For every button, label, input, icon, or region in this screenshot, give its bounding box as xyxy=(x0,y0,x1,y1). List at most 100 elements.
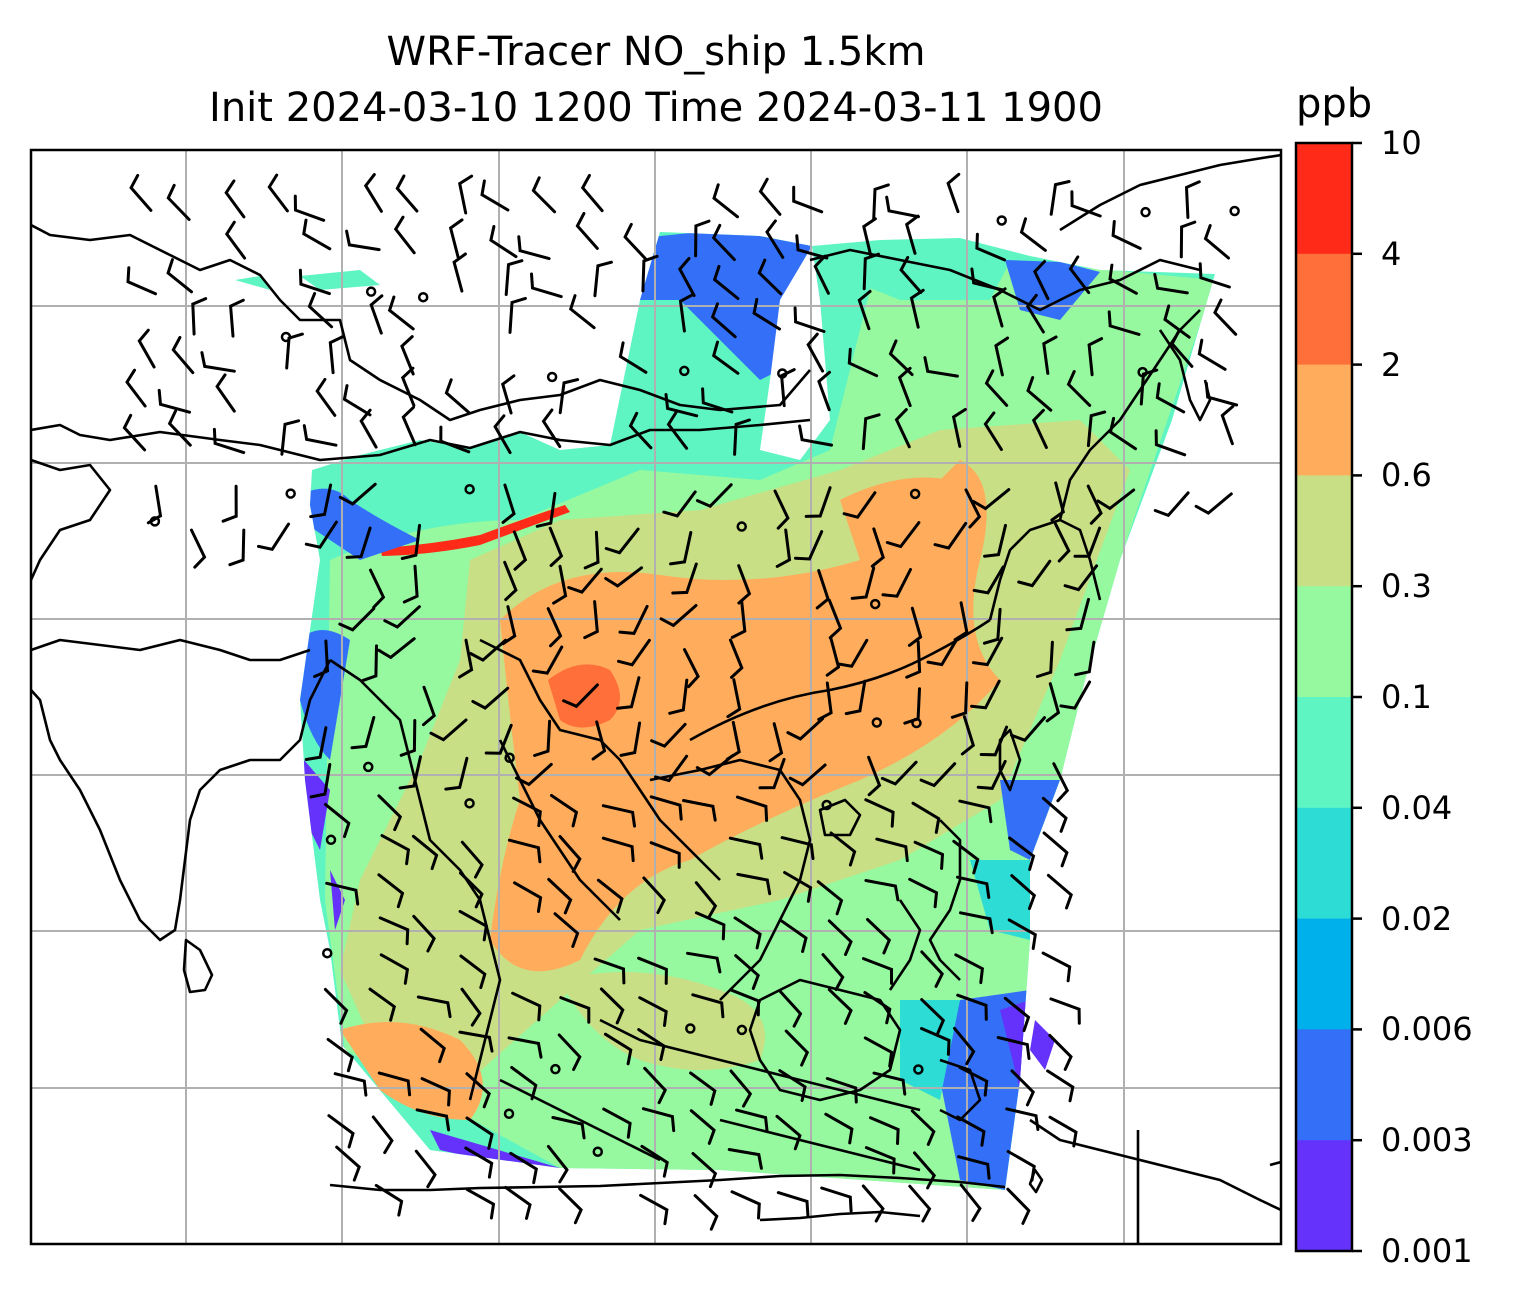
wind-barb xyxy=(875,837,909,863)
calm-wind-marker xyxy=(363,761,374,773)
wind-barb xyxy=(953,1026,976,1066)
colorbar-tick-label: 2 xyxy=(1381,345,1402,384)
colorbar-segment xyxy=(1296,253,1352,366)
wind-barb xyxy=(956,1115,986,1147)
wind-barb xyxy=(603,1032,633,1066)
wind-barb xyxy=(953,601,969,642)
wind-barb xyxy=(302,218,332,251)
calm-wind-marker xyxy=(1140,206,1151,218)
wind-barb xyxy=(1007,918,1037,950)
wind-barb xyxy=(464,1146,494,1179)
colorbar-tick-label: 0.003 xyxy=(1381,1121,1473,1160)
wind-barb xyxy=(775,528,792,568)
wind-barb xyxy=(867,755,882,797)
wind-barb xyxy=(972,565,1005,595)
wind-barb xyxy=(1170,330,1194,368)
wind-barb xyxy=(465,1116,494,1150)
wind-barb xyxy=(666,411,689,450)
wind-barb xyxy=(798,424,834,447)
wind-barb xyxy=(678,293,695,333)
wind-barb xyxy=(682,799,717,822)
wind-barb xyxy=(541,408,562,448)
wind-barb xyxy=(510,1066,538,1101)
calm-wind-marker xyxy=(679,365,690,377)
coastlines xyxy=(31,153,1281,1244)
wind-barb xyxy=(1108,263,1138,295)
wind-barb xyxy=(558,835,582,873)
calm-wind-marker xyxy=(464,798,475,809)
wind-barb xyxy=(641,254,659,293)
wind-barb xyxy=(793,306,826,333)
wind-barb xyxy=(872,183,890,221)
wind-barb xyxy=(623,222,648,261)
wind-barb xyxy=(888,339,914,377)
wind-barb xyxy=(1153,273,1189,295)
wind-barb xyxy=(559,996,591,1024)
wind-barb xyxy=(794,530,824,561)
wind-barb xyxy=(459,871,484,909)
wind-barb xyxy=(1086,410,1107,448)
wind-barb xyxy=(1052,762,1070,803)
wind-barb xyxy=(328,335,345,375)
wind-barb xyxy=(504,259,524,296)
wind-barb xyxy=(773,489,790,530)
wind-barb xyxy=(825,1077,858,1104)
wind-barb xyxy=(654,754,689,783)
wind-barb xyxy=(323,987,349,1025)
wind-barb xyxy=(285,332,304,370)
wind-barb xyxy=(829,831,857,867)
wind-barb xyxy=(827,988,853,1025)
wind-barb xyxy=(166,258,193,294)
wind-barb xyxy=(511,991,542,1022)
wind-barb xyxy=(735,1108,769,1133)
calm-wind-marker xyxy=(871,717,883,728)
wind-barb xyxy=(601,804,636,828)
wind-barb xyxy=(377,794,403,832)
wind-barb xyxy=(535,491,557,528)
wind-barb xyxy=(1203,224,1230,260)
wind-barb xyxy=(959,911,994,935)
wind-barb xyxy=(689,1109,716,1145)
colorbar-tick-label: 0.6 xyxy=(1381,456,1432,495)
wind-barb xyxy=(1066,370,1092,407)
wind-barb xyxy=(872,1071,907,1096)
wind-barb xyxy=(992,287,1007,328)
wind-barb xyxy=(465,1188,496,1220)
wind-barb xyxy=(689,1071,717,1106)
wind-barb xyxy=(909,288,925,329)
wind-barb xyxy=(788,763,827,787)
wind-barb xyxy=(551,1116,586,1140)
wind-barb xyxy=(221,484,238,523)
wind-barb xyxy=(659,604,698,628)
wind-barb xyxy=(711,223,736,262)
wind-barb xyxy=(970,679,1001,710)
wind-barb xyxy=(641,1107,676,1133)
wind-barb xyxy=(369,568,386,609)
wind-barb xyxy=(1054,522,1071,563)
wind-barb xyxy=(815,569,830,610)
calm-wind-marker xyxy=(321,947,333,959)
wind-barb xyxy=(1197,338,1227,371)
wind-barb xyxy=(694,881,718,920)
wind-barb xyxy=(531,176,557,214)
colorbar-tick-label: 0.006 xyxy=(1381,1010,1473,1049)
wind-barb xyxy=(863,991,892,1025)
wind-barb xyxy=(768,722,784,763)
map-title-line2: Init 2024-03-10 1200 Time 2024-03-11 190… xyxy=(209,85,1103,131)
wind-barb xyxy=(458,638,474,679)
wind-barb xyxy=(504,1185,532,1220)
wind-barb xyxy=(439,425,471,454)
wind-barb xyxy=(533,719,552,757)
wind-barb xyxy=(952,839,980,875)
map-frame xyxy=(29,148,1283,1246)
wind-barb xyxy=(1010,716,1046,742)
wind-barb xyxy=(677,257,696,297)
wind-barb xyxy=(904,214,920,255)
wind-barb xyxy=(1003,996,1031,1033)
wind-barb xyxy=(553,912,580,948)
wind-barb xyxy=(1139,368,1159,406)
wind-barb xyxy=(531,645,564,675)
wind-barb xyxy=(994,336,1010,377)
wind-barb xyxy=(899,256,923,294)
